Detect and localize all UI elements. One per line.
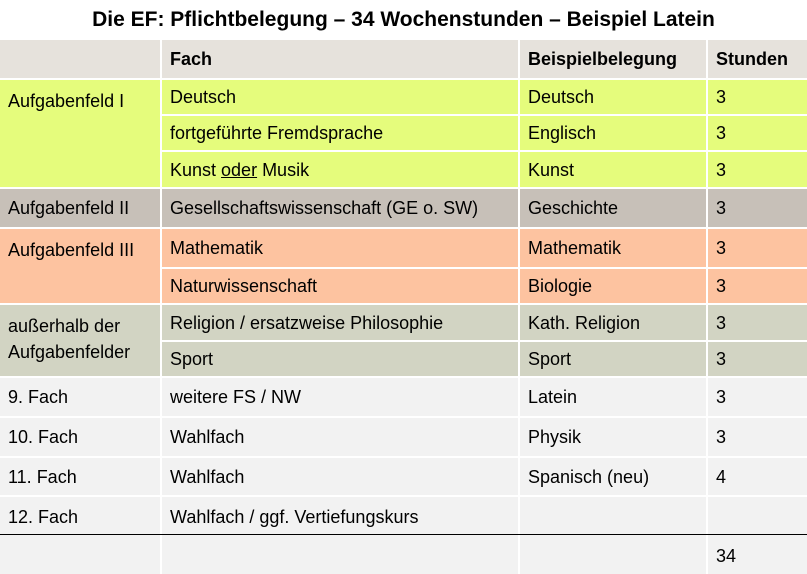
table-cell-stunden: 3 <box>706 303 807 340</box>
table-cell-fach: Wahlfach / ggf. Vertiefungskurs <box>160 495 518 537</box>
row-label-9: 9. Fach <box>0 376 160 416</box>
group-ausserhalb: außerhalb der Aufgabenfelder <box>0 303 160 376</box>
table-cell-fach: fortgeführte Fremdsprache <box>160 114 518 150</box>
table-cell-fach: weitere FS / NW <box>160 376 518 416</box>
group-aufgabenfeld-1: Aufgabenfeld I <box>0 78 160 187</box>
oder-underlined: oder <box>221 159 258 180</box>
table-cell-fach: Deutsch <box>160 78 518 114</box>
total-stunden: 34 <box>706 537 807 574</box>
table-cell-stunden: 3 <box>706 340 807 376</box>
header-beispielbelegung: Beispielbelegung <box>518 40 706 78</box>
total-separator-line <box>0 534 807 535</box>
table-cell-belegung: Deutsch <box>518 78 706 114</box>
table-cell-belegung: Mathematik <box>518 227 706 267</box>
page-title: Die EF: Pflichtbelegung – 34 Wochenstund… <box>92 8 715 31</box>
table-cell-belegung: Latein <box>518 376 706 416</box>
group-aufgabenfeld-2: Aufgabenfeld II <box>0 187 160 227</box>
table-cell-stunden <box>706 495 807 537</box>
table-cell-fach: Wahlfach <box>160 456 518 495</box>
table-cell-belegung: Physik <box>518 416 706 456</box>
table-cell-belegung: Kath. Religion <box>518 303 706 340</box>
table-cell-fach: Mathematik <box>160 227 518 267</box>
table-cell-stunden: 3 <box>706 227 807 267</box>
table-cell-fach: Naturwissenschaft <box>160 267 518 303</box>
header-stunden: Stunden <box>706 40 807 78</box>
table-cell-fach: Wahlfach <box>160 416 518 456</box>
table-cell-stunden: 3 <box>706 78 807 114</box>
total-empty-cell <box>160 537 518 574</box>
table-cell-belegung: Sport <box>518 340 706 376</box>
table-cell-belegung: Biologie <box>518 267 706 303</box>
table-cell-belegung: Geschichte <box>518 187 706 227</box>
table-cell-belegung: Englisch <box>518 114 706 150</box>
table-cell-belegung: Kunst <box>518 150 706 187</box>
table-cell-stunden: 3 <box>706 150 807 187</box>
header-empty-cell <box>0 40 160 78</box>
table-cell-stunden: 3 <box>706 416 807 456</box>
table-cell-fach: Kunst oder Musik <box>160 150 518 187</box>
group-aufgabenfeld-3: Aufgabenfeld III <box>0 227 160 303</box>
table-cell-fach: Sport <box>160 340 518 376</box>
table-cell-belegung <box>518 495 706 537</box>
header-fach: Fach <box>160 40 518 78</box>
table-cell-belegung: Spanisch (neu) <box>518 456 706 495</box>
table-cell-stunden: 3 <box>706 267 807 303</box>
table-cell-fach: Religion / ersatzweise Philosophie <box>160 303 518 340</box>
total-empty-cell <box>518 537 706 574</box>
pflichtbelegung-table: Fach Beispielbelegung Stunden Aufgabenfe… <box>0 40 807 574</box>
fach-text: Kunst <box>170 159 222 180</box>
row-label-10: 10. Fach <box>0 416 160 456</box>
table-cell-stunden: 3 <box>706 376 807 416</box>
row-label-11: 11. Fach <box>0 456 160 495</box>
table-cell-fach: Gesellschaftswissenschaft (GE o. SW) <box>160 187 518 227</box>
fach-text: Musik <box>257 159 310 180</box>
table-cell-stunden: 3 <box>706 114 807 150</box>
table-cell-stunden: 3 <box>706 187 807 227</box>
total-empty-cell <box>0 537 160 574</box>
table-cell-stunden: 4 <box>706 456 807 495</box>
row-label-12: 12. Fach <box>0 495 160 537</box>
